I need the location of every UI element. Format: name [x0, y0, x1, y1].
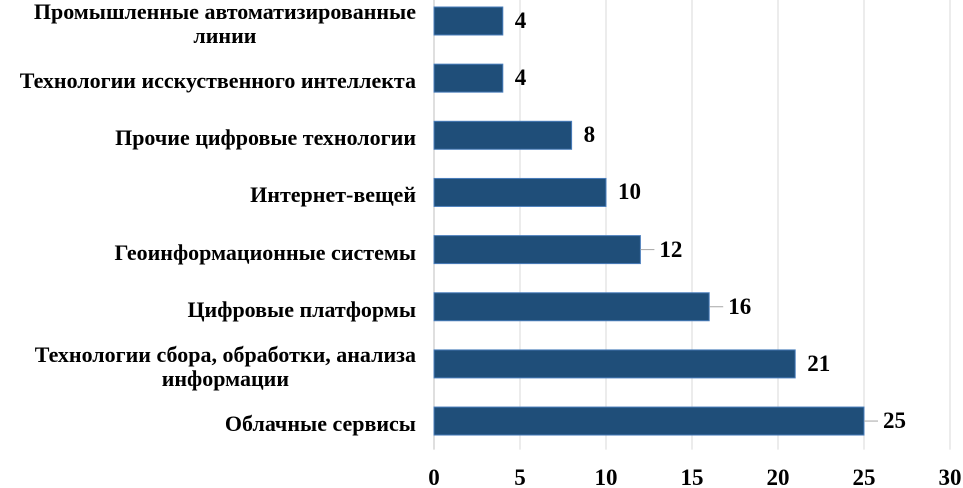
- x-tick-label: 30: [938, 465, 962, 488]
- bar: [433, 406, 865, 436]
- category-label: Геоинформационные системы: [114, 239, 416, 265]
- data-label: 25: [883, 408, 906, 434]
- x-tick-label: 25: [852, 465, 876, 488]
- category-label: Интернет-вещей: [250, 182, 416, 208]
- bar: [433, 120, 573, 150]
- data-label: 4: [514, 8, 527, 33]
- bar: [433, 292, 710, 322]
- category-label: Облачные сервисы: [224, 411, 416, 437]
- data-label: 8: [583, 122, 596, 148]
- data-label: 10: [618, 179, 641, 205]
- bar: [433, 63, 504, 93]
- data-label: 21: [807, 350, 831, 376]
- bar: [433, 177, 607, 207]
- x-tick-label: 0: [428, 465, 440, 488]
- bar: [433, 349, 796, 379]
- bar: [433, 235, 641, 265]
- x-tick-label: 15: [680, 465, 704, 488]
- data-label: 16: [728, 293, 752, 319]
- category-label: Технологии сбора, обработки, анализа инф…: [34, 341, 416, 391]
- category-label: Промышленные автоматизированные линии: [33, 0, 416, 48]
- x-tick-label: 5: [514, 465, 526, 488]
- x-tick-label: 20: [766, 465, 790, 488]
- data-label: 12: [659, 236, 683, 262]
- x-tick-label: 10: [594, 465, 618, 488]
- category-label: Технологии исскуственного интеллекта: [19, 68, 416, 94]
- category-label: Цифровые платформы: [187, 296, 416, 322]
- category-label: Прочие цифровые технологии: [115, 125, 416, 151]
- data-label: 4: [514, 65, 527, 91]
- bar: [433, 6, 504, 36]
